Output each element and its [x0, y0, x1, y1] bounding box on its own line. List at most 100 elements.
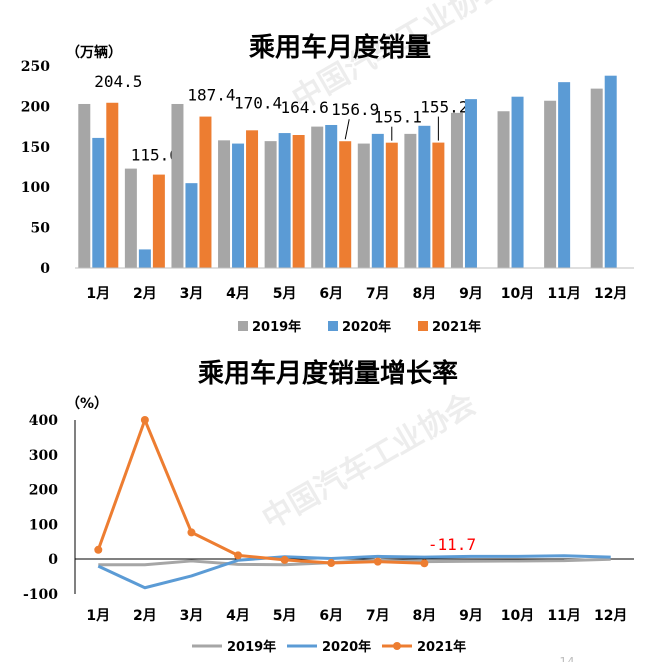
line-y-tick: 300	[29, 448, 58, 464]
bar-y-tick: 50	[31, 221, 51, 237]
line-series-2020年	[97, 554, 611, 590]
bar-2020年-9月	[464, 99, 477, 269]
data-label-leader	[344, 119, 350, 140]
bar-x-tick: 11月	[547, 286, 580, 302]
line-x-tick: 9月	[459, 608, 483, 624]
line-y-tick: -100	[23, 587, 58, 603]
bar-2019年-12月	[590, 88, 603, 269]
legend-label: 2019年	[227, 639, 276, 655]
bar-x-tick: 8月	[413, 286, 437, 302]
line-legend: 2019年 2020年 2021年	[192, 639, 466, 655]
line-y-tick: 0	[48, 552, 58, 568]
bar-2020年-10月	[511, 96, 524, 268]
bar-2020年-8月	[418, 125, 431, 269]
bar-2021年-1月	[106, 102, 119, 268]
bar-chart-unit: （万辆）	[66, 44, 122, 61]
bar-2020年-6月	[325, 124, 338, 268]
bar-2019年-2月	[124, 168, 137, 268]
bar-2019年-11月	[544, 100, 557, 268]
data-label-2021: 187.4	[187, 86, 235, 105]
line-chart: 乘用车月度销量增长率 （%） 400 300 200 100 0 -100 1月 2月 3月 4…	[23, 358, 634, 655]
bar-2019年-6月	[311, 126, 324, 268]
data-label-2021: 170.4	[234, 93, 282, 112]
bar-2021年-5月	[292, 135, 305, 268]
line-x-tick: 6月	[319, 608, 343, 624]
line-plot-area	[94, 416, 611, 590]
legend-label: 2020年	[342, 319, 391, 335]
bar-legend: 2019年 2020年 2021年	[238, 319, 481, 335]
bar-x-tick: 9月	[459, 286, 483, 302]
bar-x-tick: 1月	[86, 286, 110, 302]
bar-2020年-1月	[92, 137, 105, 268]
line-point-2021	[187, 528, 196, 537]
line-x-tick: 12月	[594, 608, 627, 624]
line-chart-title: 乘用车月度销量增长率	[197, 358, 458, 389]
legend-swatch	[238, 321, 248, 331]
line-point-2021	[420, 559, 429, 568]
line-x-tick: 5月	[273, 608, 297, 624]
line-point-2021	[280, 555, 289, 564]
line-x-tick: 3月	[180, 608, 204, 624]
data-label-2021: 155.1	[374, 108, 422, 127]
bar-2021年-7月	[385, 142, 398, 268]
bar-2019年-7月	[357, 143, 370, 268]
line-x-tick: 10月	[501, 608, 534, 624]
bar-y-tick: 250	[21, 59, 50, 75]
bar-2021年-3月	[199, 116, 212, 268]
bar-2019年-10月	[497, 111, 510, 268]
bar-2020年-7月	[371, 133, 384, 268]
bar-x-axis: 1月 2月 3月 4月 5月 6月 7月 8月 9月 10月 11月 12月	[86, 286, 627, 302]
line-point-2021	[234, 551, 243, 560]
bar-x-tick: 4月	[226, 286, 250, 302]
bar-2021年-6月	[339, 141, 352, 268]
bar-2021年-8月	[432, 142, 445, 268]
bar-2021年-4月	[246, 130, 259, 268]
line-x-axis: 1月 2月 3月 4月 5月 6月 7月 8月 9月 10月 11月 12月	[86, 608, 627, 624]
data-label-2021: 164.6	[281, 98, 329, 117]
line-chart-unit: （%）	[66, 396, 108, 412]
line-x-tick: 7月	[366, 608, 390, 624]
bar-y-tick: 0	[40, 261, 50, 277]
line-y-axis: 400 300 200 100 0 -100	[23, 413, 58, 603]
line-x-tick: 8月	[413, 608, 437, 624]
bar-x-tick: 12月	[594, 286, 627, 302]
line-y-tick: 200	[29, 483, 58, 499]
line-series-2021年	[96, 418, 425, 565]
bar-y-tick: 200	[21, 99, 50, 115]
line-x-tick: 2月	[133, 608, 157, 624]
bar-y-axis: 0 50 100 150 200 250	[21, 59, 50, 277]
bar-y-tick: 100	[21, 180, 50, 196]
bar-2020年-3月	[185, 183, 198, 268]
bar-x-tick: 3月	[180, 286, 204, 302]
line-point-2021	[327, 559, 336, 568]
line-y-tick: 100	[29, 517, 58, 533]
bar-x-tick: 7月	[366, 286, 390, 302]
bar-x-tick: 10月	[501, 286, 534, 302]
bar-2019年-9月	[450, 112, 463, 268]
bar-chart: 乘用车月度销量 （万辆） 0 50 100 150 200 250 204.5 115.6 1…	[21, 32, 634, 335]
bar-2020年-5月	[278, 133, 291, 268]
data-label-2021: 155.2	[420, 98, 468, 117]
legend-label: 2020年	[322, 639, 371, 655]
data-label-2021: 115.6	[131, 146, 179, 165]
data-label-2021: 156.9	[331, 100, 379, 119]
legend-label: 2021年	[417, 639, 466, 655]
bar-2019年-8月	[404, 133, 417, 268]
line-point-2021	[140, 416, 149, 424]
bar-x-tick: 2月	[133, 286, 157, 302]
bar-2020年-12月	[604, 75, 617, 268]
bar-2019年-4月	[218, 140, 231, 268]
bar-2020年-2月	[138, 249, 151, 268]
bar-chart-title: 乘用车月度销量	[248, 32, 431, 63]
bar-2019年-3月	[171, 103, 184, 268]
bar-2019年-1月	[78, 103, 91, 268]
legend-swatch	[418, 321, 428, 331]
bar-2019年-5月	[264, 141, 277, 268]
bar-x-tick: 6月	[319, 286, 343, 302]
legend-label: 2021年	[432, 319, 481, 335]
line-x-tick: 4月	[226, 608, 250, 624]
legend-label: 2019年	[252, 319, 301, 335]
bar-2020年-11月	[558, 82, 571, 268]
